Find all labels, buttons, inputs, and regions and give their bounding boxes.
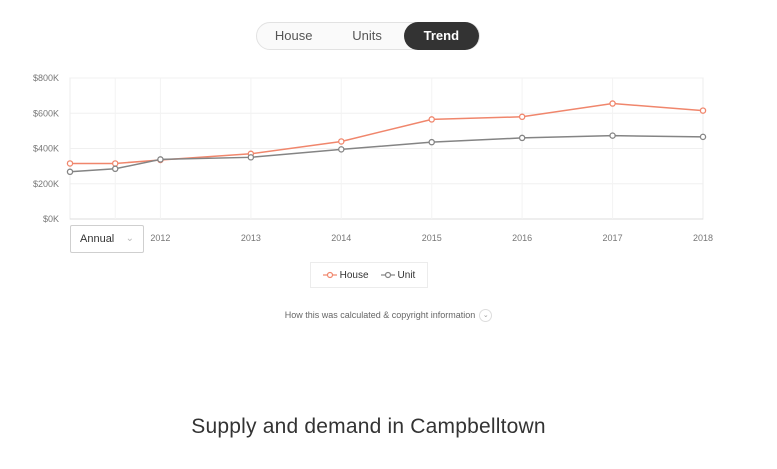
data-point-house [609, 100, 616, 107]
legend-unit-label: Unit [397, 269, 416, 281]
legend-item-house[interactable]: House [322, 269, 369, 281]
x-tick-label: 2012 [150, 233, 170, 243]
data-point-unit [157, 156, 164, 163]
x-tick-label: 2018 [693, 233, 713, 243]
tab-house[interactable]: House [274, 28, 313, 43]
data-point-house [428, 116, 435, 123]
data-point-house [699, 107, 707, 114]
section-heading: Supply and demand in Campbelltown [191, 415, 546, 438]
x-tick-label: 2015 [422, 233, 442, 243]
tab-units[interactable]: Units [352, 28, 382, 43]
x-tick-label: 2014 [331, 233, 351, 243]
data-point-unit [518, 134, 526, 142]
property-type-tabs: House Units Trend [256, 22, 480, 50]
data-point-unit [247, 154, 255, 161]
y-tick-label: $0K [43, 214, 59, 224]
calculation-info-text: How this was calculated & copyright info… [284, 309, 476, 320]
calculation-info-link[interactable]: How this was calculated & copyright info… [0, 309, 777, 322]
legend-house-marker-icon [322, 271, 337, 279]
legend-unit-marker-icon [380, 271, 395, 279]
data-point-unit [111, 165, 119, 173]
data-point-house [518, 113, 526, 121]
series-line-house [70, 102, 704, 165]
period-select-value: Annual [80, 233, 115, 245]
x-tick-label: 2017 [603, 233, 623, 243]
y-tick-label: $200K [33, 179, 59, 189]
data-point-unit [66, 168, 74, 176]
y-tick-label: $800K [33, 73, 59, 83]
tab-trend[interactable]: Trend [403, 22, 480, 50]
data-point-unit [609, 132, 616, 139]
price-trend-chart: $0K $200K $400K $600K $800K 2012 2013 2014 2015 2… [33, 73, 713, 243]
data-point-house [338, 138, 345, 145]
chart-legend: House Unit [310, 262, 428, 288]
x-tick-label: 2013 [241, 233, 261, 243]
y-tick-label: $400K [33, 144, 59, 154]
legend-house-label: House [339, 269, 369, 281]
chevron-down-icon: ⌄ [479, 309, 493, 322]
data-point-house [66, 160, 74, 167]
legend-item-unit[interactable]: Unit [380, 269, 416, 281]
data-point-unit [338, 146, 345, 153]
series-line-unit [69, 134, 704, 173]
chevron-down-icon: ⌄ [125, 233, 134, 244]
data-point-house [111, 160, 119, 167]
period-select[interactable]: Annual ⌄ [70, 225, 144, 253]
data-point-unit [699, 133, 707, 141]
x-tick-label: 2016 [512, 233, 532, 243]
data-point-unit [428, 138, 435, 146]
y-tick-label: $600K [33, 108, 59, 118]
